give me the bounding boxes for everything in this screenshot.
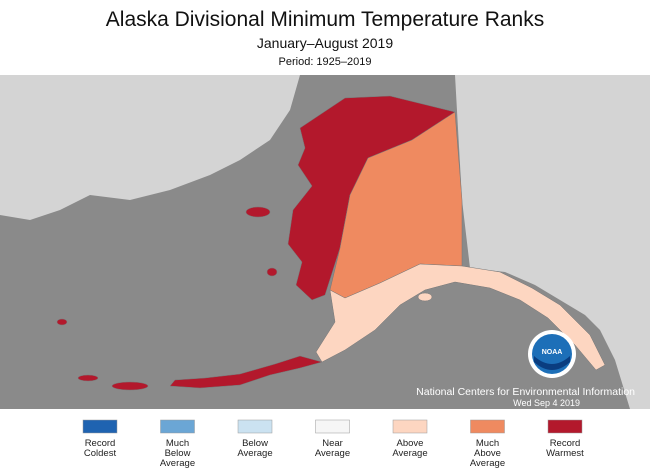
aleutians-west [77,374,99,382]
legend-label: Below [242,438,268,449]
legend-label: Above [474,448,501,459]
division-south [315,263,606,371]
subtitle: January–August 2019 [257,35,393,51]
noaa-logo: NOAA [528,330,576,378]
legend-swatch [392,419,428,434]
title: Alaska Divisional Minimum Temperature Ra… [106,8,544,31]
legend-swatch [315,419,350,434]
legend-label: Average [392,448,427,459]
credit-org: National Centers for Environmental Infor… [416,386,635,398]
legend-swatch [470,419,505,434]
legend: RecordColdestMuchBelowAverageBelowAverag… [82,419,584,469]
period: Period: 1925–2019 [279,56,372,68]
canada [455,75,650,409]
legend-label: Record [550,438,581,449]
legend-label: Average [470,458,505,469]
legend-label: Warmest [546,448,584,459]
map: NOAA National Centers for Environmental … [0,75,650,409]
legend-swatch [160,419,195,434]
legend-label: Much [166,438,189,449]
legend-label: Much [476,438,499,449]
legend-swatch [237,419,273,434]
nunivak-island [266,267,278,277]
aleutians-east [169,355,323,389]
legend-swatch [547,419,583,434]
legend-swatch [82,419,118,434]
legend-label: Average [315,448,350,459]
aleutians-far [56,318,68,326]
legend-label: Coldest [84,448,117,459]
aleutians-west [111,381,149,391]
legend-label: Below [165,448,191,459]
russia [0,75,300,220]
legend-label: Record [85,438,116,449]
legend-label: Average [237,448,272,459]
credit-date: Wed Sep 4 2019 [513,398,580,408]
legend-label: Average [160,458,195,469]
logo-text: NOAA [542,349,563,356]
st-lawrence-island [245,206,271,218]
legend-label: Above [397,438,424,449]
division-north-slope-west [287,95,456,301]
legend-label: Near [322,438,343,449]
kodiak-island [417,292,433,302]
